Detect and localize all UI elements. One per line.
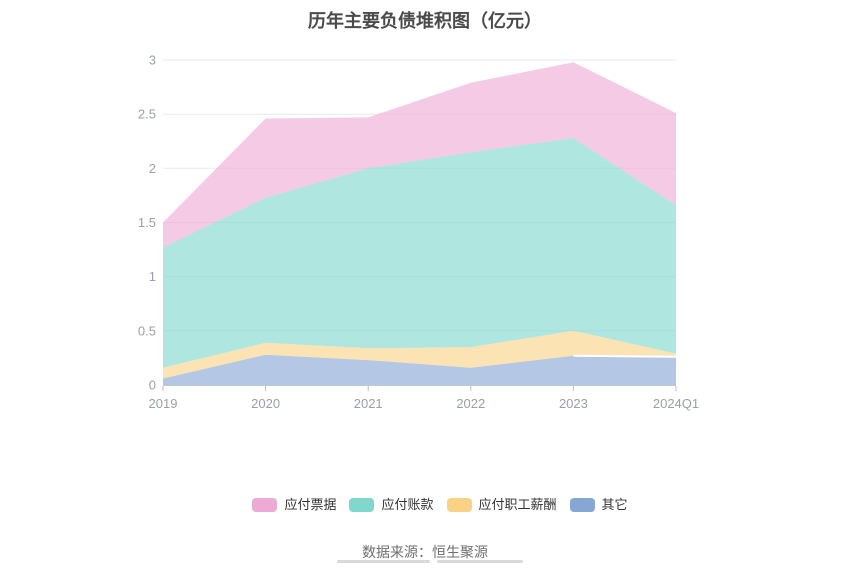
legend-swatch — [569, 497, 595, 512]
legend-item-2[interactable]: 应付职工薪酬 — [446, 497, 557, 512]
y-axis-label: 1 — [149, 269, 156, 284]
legend-item-1[interactable]: 应付账款 — [349, 497, 434, 512]
x-axis-label: 2023 — [559, 396, 588, 411]
x-axis-label: 2022 — [456, 396, 485, 411]
x-axis-label: 2024Q1 — [653, 396, 699, 411]
legend-label: 应付账款 — [381, 497, 434, 512]
x-axis-label: 2021 — [354, 396, 383, 411]
area-series-3[interactable] — [163, 62, 676, 248]
legend-label: 应付职工薪酬 — [478, 497, 557, 512]
chart-legend: 应付票据 应付账款 应付职工薪酬 其它 — [0, 497, 850, 512]
legend-swatch — [252, 497, 278, 512]
area-series-1[interactable] — [163, 330, 676, 379]
legend-label: 其它 — [601, 497, 628, 512]
area-series-0[interactable] — [163, 354, 676, 385]
y-axis-label: 0 — [149, 378, 156, 393]
y-axis-label: 1.5 — [138, 215, 156, 230]
legend-item-3[interactable]: 其它 — [569, 497, 628, 512]
truncated-text-line — [337, 560, 430, 563]
y-axis-label: 2.5 — [138, 107, 156, 122]
legend-item-0[interactable]: 应付票据 — [252, 497, 336, 512]
x-axis-label: 2020 — [251, 396, 280, 411]
x-axis-label: 2019 — [149, 396, 178, 411]
legend-swatch — [349, 497, 375, 512]
legend-label: 应付票据 — [284, 497, 337, 512]
legend-swatch — [446, 497, 472, 512]
chart-title: 历年主要负债堆积图（亿元） — [308, 11, 542, 31]
y-axis-label: 3 — [149, 53, 156, 68]
truncated-text-line — [437, 560, 523, 563]
area-series-2[interactable] — [163, 138, 676, 368]
y-axis-label: 2 — [149, 161, 156, 176]
stacked-area-chart[interactable]: 0 0.5 1 1.5 2 2.5 3 2019 2020 2021 2022 2023 2024Q1 — [0, 0, 850, 430]
series-edge-highlight — [573, 354, 677, 358]
y-axis-label: 0.5 — [138, 323, 156, 338]
data-source-label: 数据来源：恒生聚源 — [362, 544, 488, 560]
